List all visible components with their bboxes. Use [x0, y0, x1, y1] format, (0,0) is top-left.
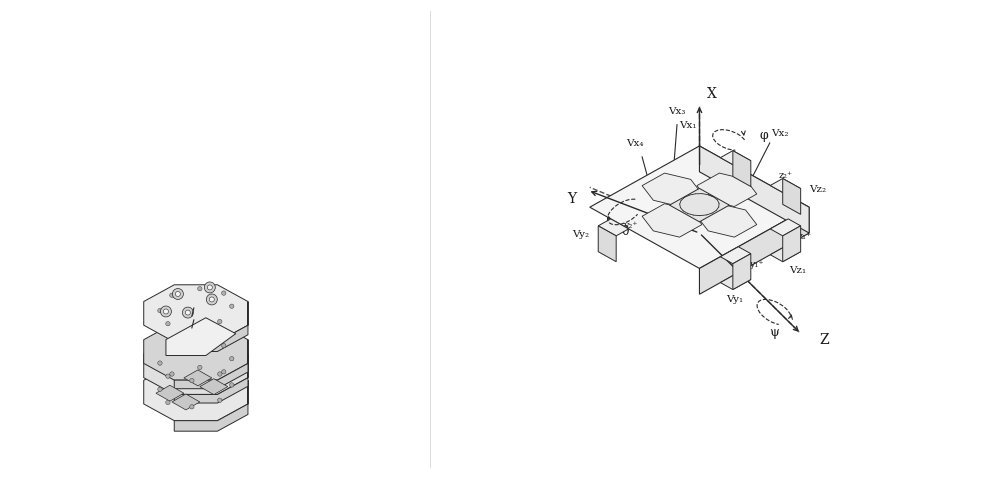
Circle shape — [198, 365, 202, 369]
Circle shape — [160, 306, 171, 317]
Polygon shape — [200, 379, 228, 395]
Polygon shape — [733, 254, 751, 290]
Polygon shape — [156, 385, 184, 401]
Circle shape — [170, 346, 174, 350]
Polygon shape — [166, 318, 236, 356]
Polygon shape — [770, 178, 801, 196]
Circle shape — [206, 294, 217, 305]
Polygon shape — [720, 247, 751, 264]
Text: Vy₁: Vy₁ — [726, 295, 743, 304]
Text: Y: Y — [567, 192, 576, 206]
Circle shape — [222, 343, 226, 348]
Polygon shape — [174, 354, 248, 403]
Circle shape — [185, 310, 190, 315]
Polygon shape — [590, 146, 809, 269]
Polygon shape — [144, 364, 248, 421]
Polygon shape — [172, 394, 200, 410]
Polygon shape — [720, 272, 751, 290]
Polygon shape — [733, 151, 751, 186]
Circle shape — [222, 369, 226, 374]
Polygon shape — [697, 173, 757, 206]
Polygon shape — [670, 188, 729, 222]
Polygon shape — [174, 340, 248, 389]
Polygon shape — [144, 285, 248, 342]
Circle shape — [158, 387, 162, 391]
Text: ψ: ψ — [769, 326, 779, 338]
Circle shape — [158, 308, 162, 313]
Polygon shape — [144, 337, 248, 394]
Circle shape — [170, 293, 174, 297]
Circle shape — [198, 286, 202, 291]
Text: Vy₂: Vy₂ — [572, 230, 589, 239]
Text: X: X — [706, 87, 716, 101]
Text: Vx₃: Vx₃ — [668, 107, 686, 116]
Circle shape — [158, 361, 162, 365]
Circle shape — [170, 372, 174, 376]
Polygon shape — [699, 146, 809, 233]
Text: φ: φ — [760, 129, 769, 141]
Polygon shape — [174, 302, 248, 351]
Polygon shape — [720, 151, 751, 168]
Polygon shape — [783, 178, 801, 215]
Circle shape — [190, 405, 194, 409]
Polygon shape — [699, 207, 809, 294]
Polygon shape — [783, 226, 801, 262]
Circle shape — [218, 319, 222, 324]
Polygon shape — [184, 370, 212, 386]
Circle shape — [166, 400, 170, 405]
Circle shape — [175, 292, 180, 296]
Text: y₁⁺: y₁⁺ — [749, 260, 764, 269]
Circle shape — [204, 282, 215, 293]
Text: x₄⁺: x₄⁺ — [664, 212, 680, 221]
Circle shape — [182, 307, 193, 318]
Circle shape — [172, 289, 183, 299]
Circle shape — [207, 285, 212, 290]
Text: Vz₁: Vz₁ — [790, 266, 807, 275]
Circle shape — [190, 326, 194, 330]
Polygon shape — [642, 204, 702, 237]
Text: Vz₂: Vz₂ — [810, 185, 827, 194]
Polygon shape — [598, 219, 629, 236]
Circle shape — [166, 374, 170, 379]
Circle shape — [209, 297, 214, 302]
Circle shape — [230, 383, 234, 387]
Circle shape — [166, 322, 170, 326]
Text: θ: θ — [621, 225, 628, 239]
Text: Vx₂: Vx₂ — [771, 129, 788, 138]
Circle shape — [163, 309, 168, 314]
Polygon shape — [770, 219, 801, 236]
Circle shape — [218, 398, 222, 402]
Text: x₂⁺: x₂⁺ — [719, 181, 735, 190]
Polygon shape — [642, 173, 702, 206]
Circle shape — [198, 339, 202, 343]
Circle shape — [190, 379, 194, 383]
Text: x₃⁺: x₃⁺ — [664, 181, 680, 190]
Text: z₂⁺: z₂⁺ — [778, 171, 792, 180]
Polygon shape — [144, 323, 248, 380]
Circle shape — [230, 304, 234, 308]
Polygon shape — [770, 245, 801, 262]
Circle shape — [230, 357, 234, 361]
Text: Z: Z — [819, 333, 829, 347]
Text: x₁⁺: x₁⁺ — [709, 206, 725, 215]
Polygon shape — [598, 226, 616, 262]
Text: z₁⁺: z₁⁺ — [798, 231, 812, 240]
Polygon shape — [697, 204, 757, 237]
Text: y₂⁺: y₂⁺ — [623, 220, 638, 229]
Circle shape — [222, 291, 226, 295]
Text: Vx₄: Vx₄ — [626, 140, 644, 149]
Circle shape — [218, 372, 222, 376]
Text: Vx₁: Vx₁ — [679, 120, 696, 130]
Polygon shape — [174, 380, 248, 431]
